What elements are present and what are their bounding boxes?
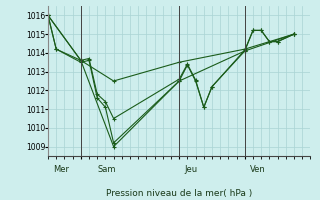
Text: Mer: Mer — [53, 165, 69, 174]
Text: Sam: Sam — [97, 165, 116, 174]
Text: Ven: Ven — [250, 165, 266, 174]
Text: Jeu: Jeu — [185, 165, 198, 174]
X-axis label: Pression niveau de la mer( hPa ): Pression niveau de la mer( hPa ) — [106, 189, 252, 198]
